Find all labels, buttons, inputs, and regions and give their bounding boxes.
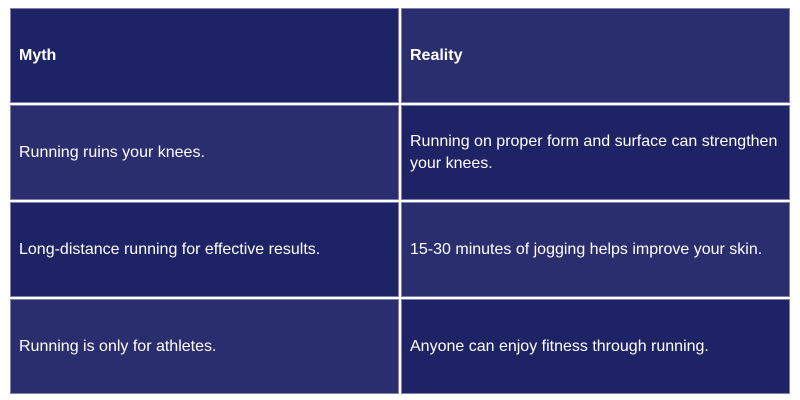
row-1-reality: Running on proper form and surface can s…	[401, 105, 790, 200]
header-myth: Myth	[10, 8, 399, 103]
row-2-reality: 15-30 minutes of jogging helps improve y…	[401, 202, 790, 297]
row-3-myth: Running is only for athletes.	[10, 299, 399, 394]
row-3-reality: Anyone can enjoy fitness through running…	[401, 299, 790, 394]
row-1-myth: Running ruins your knees.	[10, 105, 399, 200]
header-reality: Reality	[401, 8, 790, 103]
row-2-myth: Long-distance running for effective resu…	[10, 202, 399, 297]
myth-reality-table: Myth Reality Running ruins your knees. R…	[10, 8, 790, 394]
